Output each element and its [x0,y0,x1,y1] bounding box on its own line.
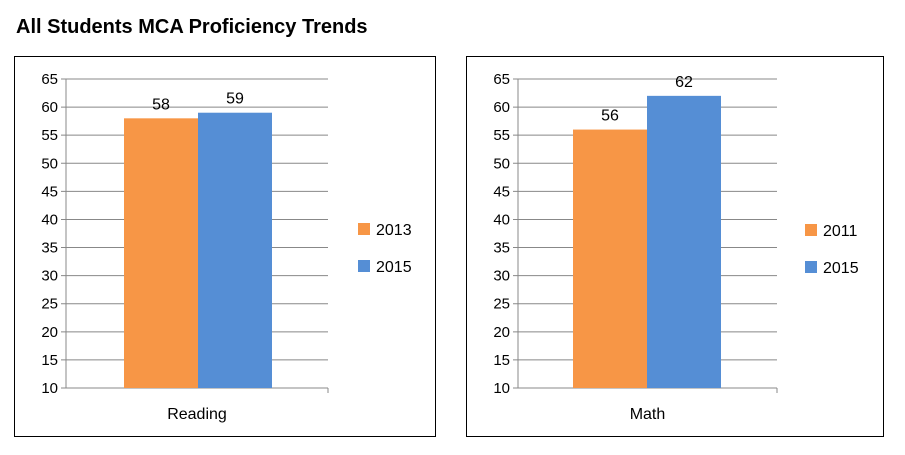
reading-chart-panel: 10 15 20 25 30 35 40 45 50 55 60 65 58 59 Reading 2013 2… [14,56,436,437]
y-tick-label: 55 [493,127,510,144]
y-tick-label: 20 [493,324,510,341]
bar-2011 [573,129,647,388]
y-tick-label: 45 [493,183,510,200]
y-tick-label: 35 [41,240,58,257]
legend-label: 2015 [376,259,412,276]
legend-label: 2013 [376,222,412,239]
bar-2015 [647,95,721,388]
math-chart: 10 15 20 25 30 35 40 45 50 55 60 65 56 62 Math 2011 2015 [493,71,859,423]
y-tick-label: 60 [41,99,58,116]
bar-2013 [124,118,198,388]
category-label: Math [630,406,666,423]
bar-2015 [198,112,272,388]
y-tick-label: 15 [41,352,58,369]
y-tick-label: 65 [493,71,510,88]
y-tick-label: 45 [41,183,58,200]
page-title: All Students MCA Proficiency Trends [16,16,368,38]
y-tick-label: 30 [493,268,510,285]
legend-label: 2011 [823,223,858,240]
data-label: 56 [601,108,619,125]
category-label: Reading [167,406,227,423]
y-tick-label: 40 [41,211,58,228]
legend-swatch [805,224,817,236]
y-tick-label: 50 [493,155,510,172]
y-tick-label: 10 [493,380,510,397]
reading-chart: 10 15 20 25 30 35 40 45 50 55 60 65 58 59 Reading 2013 2… [41,71,412,423]
y-tick-label: 25 [41,296,58,313]
data-label: 59 [226,91,244,108]
y-tick-label: 60 [493,99,510,116]
legend-swatch [805,261,817,273]
y-tick-label: 30 [41,268,58,285]
y-tick-label: 25 [493,296,510,313]
y-tick-label: 20 [41,324,58,341]
y-tick-label: 50 [41,155,58,172]
y-tick-label: 65 [41,71,58,88]
y-tick-label: 40 [493,211,510,228]
y-tick-label: 10 [41,380,58,397]
legend-swatch [358,260,370,272]
y-tick-label: 15 [493,352,510,369]
legend-swatch [358,223,370,235]
legend-label: 2015 [823,260,859,277]
data-label: 62 [675,74,693,91]
data-label: 58 [152,96,170,113]
y-tick-label: 55 [41,127,58,144]
y-tick-label: 35 [493,240,510,257]
math-chart-panel: 10 15 20 25 30 35 40 45 50 55 60 65 56 62 Math 2011 2015 [466,56,884,437]
